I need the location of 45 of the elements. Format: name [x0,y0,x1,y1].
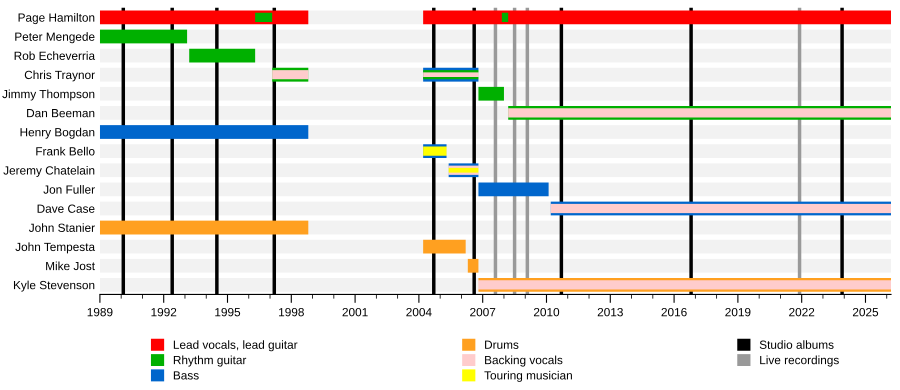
y-tick-label: John Tempesta [15,242,96,254]
y-tick-label: Jimmy Thompson [2,90,94,101]
bar [468,258,478,273]
x-tick-label: 2016 [662,308,687,316]
y-tick-label: Dan Beeman [27,109,94,118]
y-tick-label: Mike Jost [46,262,95,270]
legend-label: Studio albums [760,340,834,349]
x-tick-label: 2013 [598,308,623,316]
x-tick-label: 1989 [88,308,112,316]
y-tick-label: Kyle Stevenson [14,280,94,292]
x-tick-label: 2019 [725,308,750,316]
legend-label: Lead vocals, lead guitar [174,340,298,352]
x-tick-label: 2022 [789,308,814,316]
y-tick-label: Dave Case [38,204,95,213]
x-tick-label: 1992 [151,308,176,316]
x-tick-label: 1998 [279,308,304,316]
y-tick-label: Frank Bello [36,146,95,156]
y-tick-label: John Stanier [28,223,95,232]
y-tick-label: Henry Bogdan [20,128,94,139]
legend-label: Bass [174,371,199,380]
legend-label: Rhythm guitar [174,356,246,367]
bar [255,12,272,22]
legend-label: Drums [485,340,518,349]
y-tick-label: Jon Fuller [43,185,95,194]
y-tick-label: Rob Echeverria [14,51,96,60]
bar [100,30,188,44]
bar [189,48,256,62]
x-tick-label: 2025 [852,308,878,316]
x-tick-label: 2001 [342,308,368,316]
legend-label: Backing vocals [485,356,562,367]
x-tick-label: 1995 [215,308,240,316]
y-tick-label: Chris Traynor [24,70,95,82]
bar [502,12,508,22]
bar [478,182,549,196]
bar [423,240,466,254]
legend-label: Touring musician [484,370,572,382]
bar [478,86,504,101]
x-tick-label: 2007 [470,308,496,316]
bar [272,70,308,80]
y-tick-label: Page Hamilton [18,13,94,24]
y-tick-label: Jeremy Chatelain [3,166,94,177]
x-tick-label: 2004 [406,308,432,316]
x-tick-label: 2010 [534,308,560,316]
y-tick-label: Peter Mengede [15,32,95,44]
legend-label: Live recordings [760,356,839,367]
